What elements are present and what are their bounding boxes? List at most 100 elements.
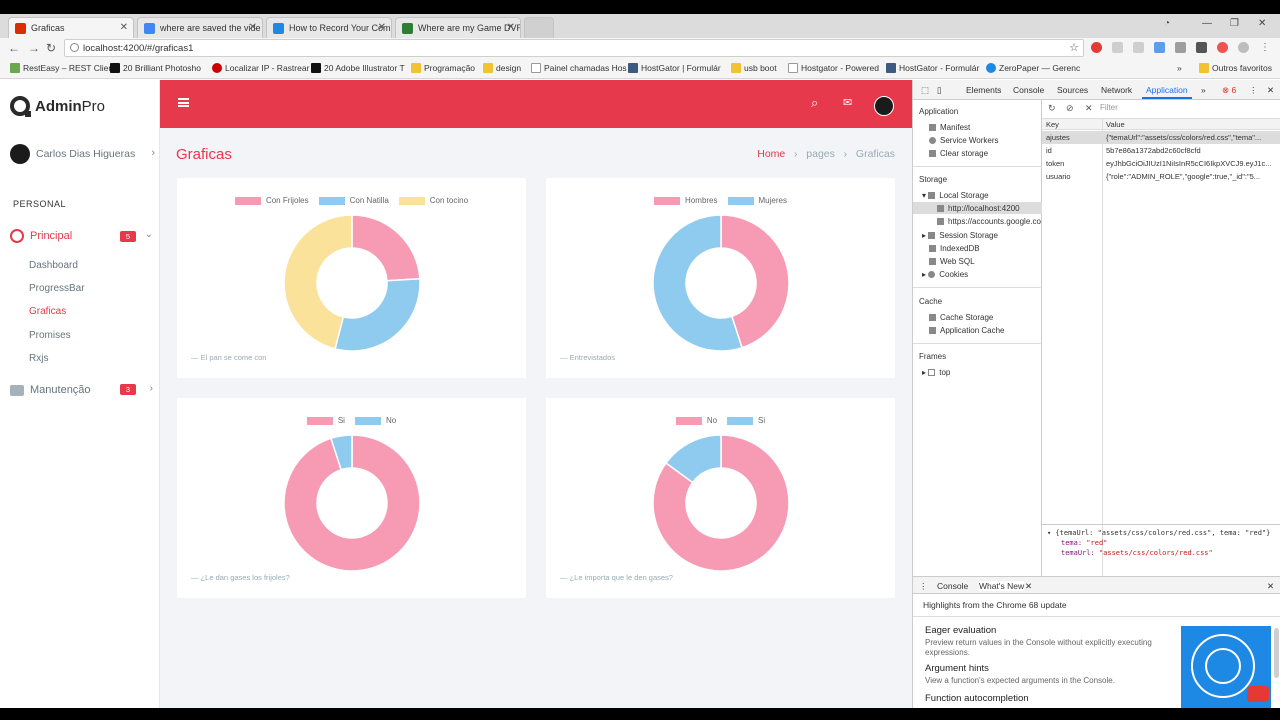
donut-slice-no[interactable]	[330, 434, 353, 471]
sidebar-item-indexeddb[interactable]: IndexedDB	[929, 244, 980, 253]
feature-title[interactable]: Function autocompletion	[925, 693, 1029, 704]
drawer-menu-icon[interactable]: ⋮	[919, 581, 928, 591]
sidebar-item-cookies[interactable]: ▸ Cookies	[922, 270, 969, 279]
sidebar-item-application-cache[interactable]: Application Cache	[929, 326, 1004, 335]
legend-item[interactable]: Si	[306, 416, 345, 425]
table-row[interactable]: id 5b7e86a1372abd2c60cf8cfd	[1042, 144, 1280, 157]
drawer-tab-console[interactable]: Console	[937, 581, 969, 591]
extension-icon[interactable]	[1196, 42, 1207, 53]
legend-item[interactable]: No	[675, 416, 717, 425]
donut-slice-mujeres[interactable]	[652, 214, 743, 352]
close-tab-icon[interactable]: ✕	[506, 22, 515, 33]
legend-item[interactable]: Con Natilla	[318, 196, 389, 205]
promo-video-thumbnail[interactable]	[1181, 626, 1271, 708]
sidebar-item-local-storage[interactable]: ▾ Local Storage	[922, 191, 989, 200]
search-icon[interactable]: ⌕	[811, 95, 819, 110]
submenu-progressbar[interactable]: ProgressBar	[29, 283, 85, 294]
donut-slice-si[interactable]	[283, 434, 421, 572]
info-icon[interactable]	[70, 43, 79, 52]
tab-network[interactable]: Network	[1101, 85, 1133, 95]
extension-icon[interactable]	[1112, 42, 1123, 53]
donut-slice-hombres[interactable]	[720, 214, 790, 349]
close-tab-icon[interactable]: ✕	[377, 22, 386, 33]
submenu-promises[interactable]: Promises	[29, 330, 71, 341]
legend-item[interactable]: Con Frijoles	[234, 196, 309, 205]
sidebar-item-clear-storage[interactable]: Clear storage	[929, 149, 988, 158]
bookmark[interactable]: ZeroPaper — Gerenc	[986, 63, 1080, 73]
sidebar-item-session-storage[interactable]: ▸ Session Storage	[922, 231, 998, 240]
close-window-icon[interactable]: ✕	[1258, 18, 1267, 29]
bookmark-folder[interactable]: Outros favoritos	[1199, 63, 1272, 73]
table-row[interactable]: ajustes {"temaUrl":"assets/css/colors/re…	[1042, 131, 1280, 144]
extension-icon[interactable]	[1154, 42, 1165, 53]
hamburger-icon[interactable]	[178, 98, 189, 107]
bookmark[interactable]: 20 Adobe Illustrator T	[311, 63, 405, 73]
close-tab-icon[interactable]: ✕	[1025, 581, 1033, 591]
donut-chart[interactable]	[283, 434, 421, 572]
legend-item[interactable]: Con tocino	[398, 196, 468, 205]
profile-icon[interactable]: ◔	[1164, 18, 1171, 29]
address-bar[interactable]: localhost:4200/#/graficas1 ☆	[64, 39, 1084, 57]
tab-sources[interactable]: Sources	[1057, 85, 1089, 95]
table-row[interactable]: token eyJhbGciOiJIUzI1NiIsInR5cCI6IkpXVC…	[1042, 157, 1280, 170]
bookmark[interactable]: Localizar IP - Rastrear	[212, 63, 309, 73]
menu-principal[interactable]: Principal 5 ⌄	[10, 229, 155, 245]
close-tab-icon[interactable]: ✕	[119, 22, 128, 33]
more-bookmarks-icon[interactable]: »	[1177, 63, 1182, 73]
feature-title[interactable]: Argument hints	[925, 663, 989, 674]
more-tabs-icon[interactable]: »	[1201, 85, 1206, 95]
extension-icon[interactable]	[1217, 42, 1228, 53]
mail-icon[interactable]: ✉	[843, 97, 853, 109]
submenu-dashboard[interactable]: Dashboard	[29, 260, 78, 271]
bookmark-folder[interactable]: design	[483, 63, 521, 73]
extension-icon[interactable]	[1133, 42, 1144, 53]
tab-console[interactable]: Console	[1013, 85, 1045, 95]
browser-tab-3[interactable]: Where are my Game DVR ✕	[395, 17, 521, 38]
preview-summary[interactable]: ▾ {temaUrl: "assets/css/colors/red.css",…	[1047, 529, 1271, 537]
new-tab-button[interactable]	[524, 17, 554, 38]
user-profile[interactable]: Carlos Dias Higueras ›	[10, 144, 155, 164]
delete-selected-icon[interactable]: ✕	[1085, 103, 1093, 113]
tab-elements[interactable]: Elements	[966, 85, 1002, 95]
bookmark-star-icon[interactable]: ☆	[1069, 42, 1079, 54]
breadcrumb-home[interactable]: Home	[757, 148, 786, 160]
bookmark[interactable]: RestEasy – REST Clien	[10, 63, 113, 73]
device-toggle-icon[interactable]: ▯	[937, 85, 942, 95]
breadcrumb-pages[interactable]: pages	[806, 148, 835, 160]
minimize-icon[interactable]: —	[1202, 18, 1212, 29]
browser-tab-0[interactable]: Graficas ✕	[8, 17, 134, 38]
donut-slice-con-natilla[interactable]	[334, 277, 421, 352]
header-avatar[interactable]	[874, 96, 894, 116]
column-header-value[interactable]: Value	[1106, 120, 1125, 129]
sidebar-item-cache-storage[interactable]: Cache Storage	[929, 313, 993, 322]
legend-item[interactable]: Hombres	[654, 196, 718, 205]
column-header-key[interactable]: Key	[1046, 120, 1059, 129]
refresh-icon[interactable]: ↻	[1048, 103, 1056, 113]
devtools-menu-icon[interactable]: ⋮	[1249, 85, 1258, 95]
scrollbar[interactable]	[1274, 628, 1279, 678]
error-counter[interactable]: ⊗ 6	[1222, 85, 1237, 95]
donut-slice-con-tocino[interactable]	[283, 214, 353, 350]
donut-chart[interactable]	[652, 434, 790, 572]
legend-item[interactable]: No	[354, 416, 396, 425]
table-row[interactable]: usuario {"role":"ADMIN_ROLE","google":tr…	[1042, 170, 1280, 183]
sidebar-item-websql[interactable]: Web SQL	[929, 257, 975, 266]
close-devtools-icon[interactable]: ✕	[1267, 85, 1275, 95]
bookmark-folder[interactable]: usb boot	[731, 63, 777, 73]
menu-maintenance[interactable]: Manutenção 3 ›	[10, 383, 155, 399]
browser-tab-1[interactable]: where are saved the vide ✕	[137, 17, 263, 38]
filter-input[interactable]: Filter	[1100, 103, 1118, 112]
bookmark-folder[interactable]: Programação	[411, 63, 475, 73]
sidebar-item-frame-top[interactable]: ▸ top	[922, 368, 951, 377]
sidebar-item-localhost[interactable]: http://localhost:4200	[937, 204, 1020, 213]
donut-slice-si[interactable]	[664, 434, 722, 484]
bookmark[interactable]: 20 Brilliant Photosho	[110, 63, 201, 73]
chrome-menu-icon[interactable]: ⋮	[1260, 42, 1270, 53]
reload-icon[interactable]: ↻	[46, 41, 57, 55]
forward-icon[interactable]: →	[28, 41, 40, 55]
app-logo[interactable]: AdminPro	[10, 96, 105, 117]
sidebar-item-manifest[interactable]: Manifest	[929, 123, 970, 132]
extension-icon[interactable]	[1175, 42, 1186, 53]
extension-icon[interactable]	[1238, 42, 1249, 53]
clear-all-icon[interactable]: ⊘	[1066, 103, 1074, 113]
